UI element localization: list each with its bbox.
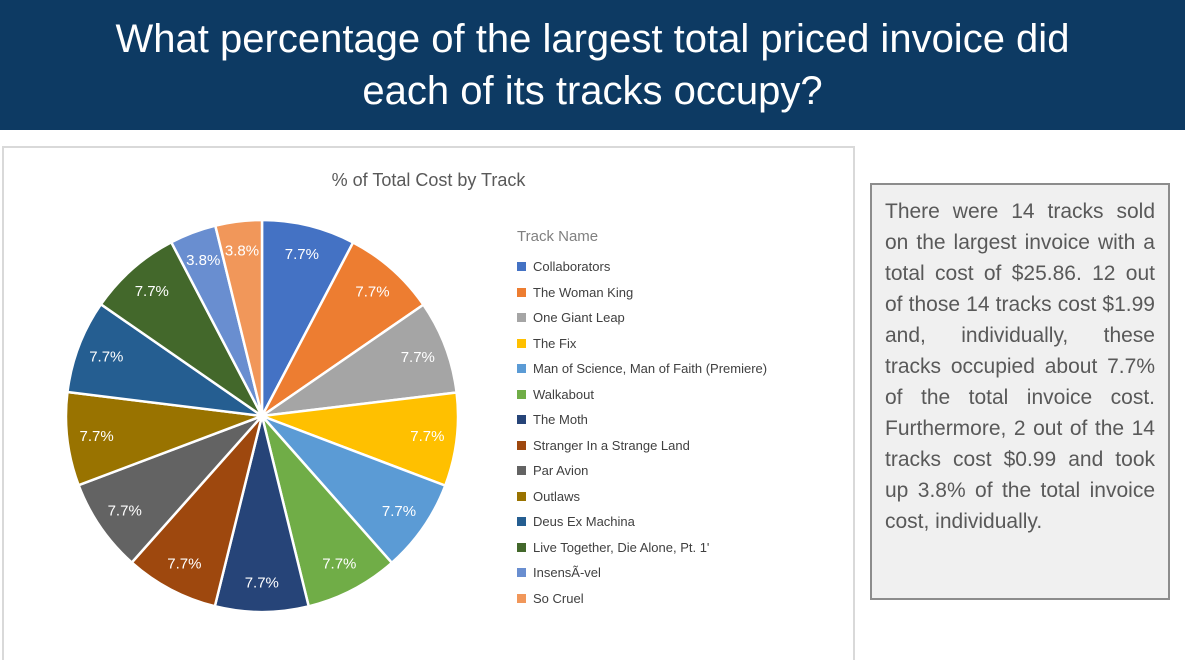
- legend-swatch: [517, 593, 526, 603]
- legend-item-14: So Cruel: [517, 586, 847, 612]
- legend-label: One Giant Leap: [533, 310, 625, 326]
- legend-item-1: Collaborators: [517, 254, 847, 280]
- legend-swatch: [517, 389, 526, 399]
- legend-swatch: [517, 440, 526, 450]
- legend-items: Collaborators The Woman King One Giant Lea…: [517, 254, 847, 611]
- legend-item-8: Stranger In a Strange Land: [517, 433, 847, 459]
- pie-slice-label: 7.7%: [245, 575, 279, 592]
- legend-item-13: InsensÃ-vel: [517, 560, 847, 586]
- legend-item-2: The Woman King: [517, 280, 847, 306]
- legend-swatch: [517, 313, 526, 323]
- legend-swatch: [517, 568, 526, 578]
- legend-item-9: Par Avion: [517, 458, 847, 484]
- legend-item-4: The Fix: [517, 331, 847, 357]
- legend-label: Collaborators: [533, 259, 611, 275]
- pie-slice-9: [77, 414, 263, 565]
- question-banner: What percentage of the largest total pri…: [0, 0, 1185, 130]
- pie-slice-label: 7.7%: [89, 349, 123, 366]
- legend-swatch: [517, 364, 526, 374]
- pie-slice-label: 7.7%: [135, 283, 169, 300]
- legend-label: InsensÃ-vel: [533, 565, 601, 581]
- pie-slice-label: 7.7%: [285, 246, 319, 263]
- legend-item-12: Live Together, Die Alone, Pt. 1': [517, 535, 847, 561]
- legend-swatch: [517, 466, 526, 476]
- pie-slice-11: [66, 302, 263, 418]
- legend-swatch: [517, 542, 526, 552]
- pie-slice-4: [261, 391, 460, 488]
- pie-chart-panel: % of Total Cost by Track 7.7% 7.7% 7.7% 7.7…: [2, 146, 855, 660]
- question-title-line-1: What percentage of the largest total pri…: [115, 17, 1070, 61]
- legend-item-7: The Moth: [517, 407, 847, 433]
- legend-label: The Woman King: [533, 284, 634, 300]
- pie-slice-14: [213, 218, 264, 417]
- pie-slice-label: 3.8%: [186, 252, 220, 269]
- question-title-line-2: each of its tracks occupy?: [362, 69, 823, 113]
- pie-slice-label: 7.7%: [355, 283, 389, 300]
- legend-swatch: [517, 338, 526, 348]
- legend-swatch: [517, 262, 526, 272]
- legend-label: Live Together, Die Alone, Pt. 1': [533, 539, 710, 555]
- pie-slice-10: [64, 390, 263, 487]
- pie-slice-5: [261, 414, 447, 565]
- legend-swatch: [517, 491, 526, 501]
- legend-label: Man of Science, Man of Faith (Premiere): [533, 361, 768, 377]
- legend-label: Par Avion: [533, 463, 589, 479]
- pie-slice-label: 3.8%: [225, 243, 259, 260]
- chart-title: % of Total Cost by Track: [331, 170, 526, 190]
- pie-slice-label: 7.7%: [322, 556, 356, 573]
- pie-slice-label: 7.7%: [401, 349, 435, 366]
- pie-chart: 7.7% 7.7% 7.7% 7.7% 7.7% 7.7% 7.7% 7.7% 7.7% 7.7%…: [64, 218, 460, 614]
- pie-slice-12: [99, 240, 264, 418]
- annotation-box: There were 14 tracks sold on the largest…: [870, 183, 1170, 600]
- pie-slice-label: 7.7%: [108, 502, 142, 519]
- legend-item-10: Outlaws: [517, 484, 847, 510]
- pie-slice-1: [260, 218, 355, 417]
- pie-slice-8: [130, 415, 264, 608]
- pie-slice-6: [260, 415, 394, 608]
- legend-label: The Moth: [533, 412, 588, 428]
- pie-slice-label: 7.7%: [79, 428, 113, 445]
- pie-slice-2: [260, 240, 426, 418]
- pie-slice-7: [213, 415, 311, 614]
- legend-label: Outlaws: [533, 488, 580, 504]
- legend-swatch: [517, 517, 526, 527]
- legend-label: The Fix: [533, 335, 577, 351]
- legend-label: Deus Ex Machina: [533, 514, 635, 530]
- pie-slice-label: 7.7%: [410, 428, 444, 445]
- chart-legend: Track Name Collaborators The Woman King On…: [517, 228, 847, 611]
- annotation-text: There were 14 tracks sold on the largest…: [885, 200, 1155, 533]
- pie-slice-label: 7.7%: [167, 555, 201, 572]
- legend-label: Stranger In a Strange Land: [533, 437, 690, 453]
- legend-item-5: Man of Science, Man of Faith (Premiere): [517, 356, 847, 382]
- legend-item-11: Deus Ex Machina: [517, 509, 847, 535]
- pie-slice-3: [261, 302, 458, 418]
- legend-swatch: [517, 415, 526, 425]
- legend-swatch: [517, 287, 526, 297]
- legend-label: So Cruel: [533, 590, 584, 606]
- legend-title: Track Name: [517, 228, 599, 245]
- pie-slice-label: 7.7%: [382, 503, 416, 520]
- legend-label: Walkabout: [533, 386, 594, 402]
- legend-item-3: One Giant Leap: [517, 305, 847, 331]
- legend-item-6: Walkabout: [517, 382, 847, 408]
